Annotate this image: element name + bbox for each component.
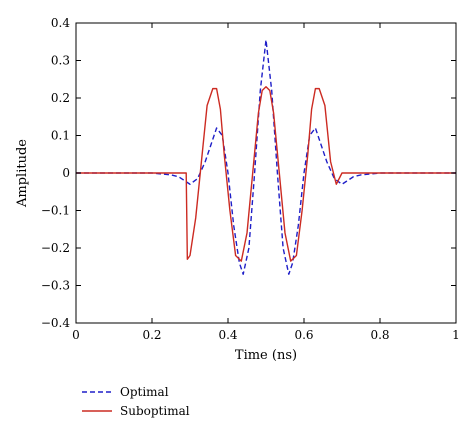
x-axis-title: Time (ns) xyxy=(235,348,297,363)
y-tick-label: −0.3 xyxy=(41,279,70,293)
x-tick-label: 0.4 xyxy=(218,328,237,342)
y-tick-label: 0.2 xyxy=(51,91,70,105)
x-tick-label: 0.6 xyxy=(294,328,313,342)
series-line-suboptimal xyxy=(76,86,456,262)
x-tick-label: 1 xyxy=(452,328,460,342)
series-line-optimal xyxy=(76,39,456,275)
y-tick-label: 0 xyxy=(62,166,70,180)
y-tick-label: 0.3 xyxy=(51,54,70,68)
x-tick-label: 0.8 xyxy=(370,328,389,342)
y-tick-label: 0.4 xyxy=(51,16,70,30)
y-tick-label: −0.4 xyxy=(41,316,71,330)
legend-label-optimal: Optimal xyxy=(120,385,169,399)
y-tick-label: 0.1 xyxy=(51,129,70,143)
x-tick-label: 0.2 xyxy=(142,328,161,342)
y-axis-title: Amplitude xyxy=(15,139,30,208)
y-tick-label: −0.2 xyxy=(41,241,70,255)
y-tick-label: −0.1 xyxy=(41,204,70,218)
x-tick-label: 0 xyxy=(72,328,80,342)
legend-label-suboptimal: Suboptimal xyxy=(120,404,190,418)
